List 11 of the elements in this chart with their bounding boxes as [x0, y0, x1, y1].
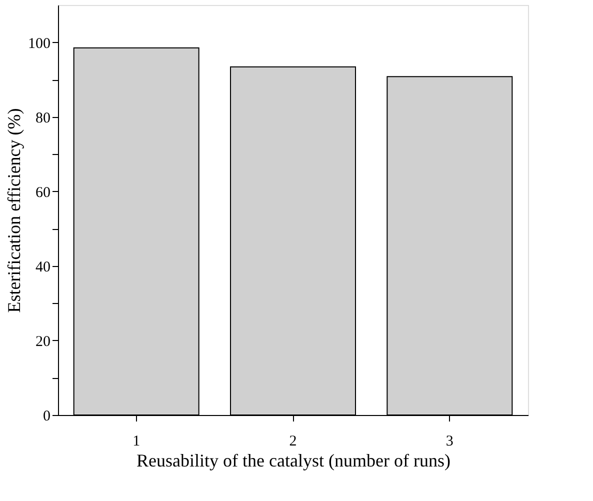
y-tick-label: 60: [36, 184, 50, 201]
y-tick-label: 100: [28, 36, 50, 52]
x-tick-label: 3: [446, 434, 454, 450]
x-axis-title: Reusability of the catalyst (number of runs): [136, 450, 450, 470]
y-tick-label: 80: [36, 110, 50, 126]
x-tick-label: 2: [289, 434, 297, 450]
y-tick-label: 40: [36, 259, 50, 276]
y-tick-label: 0: [43, 408, 50, 424]
y-tick-label: 20: [36, 334, 50, 350]
x-tick-label: 1: [132, 434, 140, 450]
y-axis-title: Esterification efficiency (%): [4, 108, 24, 313]
